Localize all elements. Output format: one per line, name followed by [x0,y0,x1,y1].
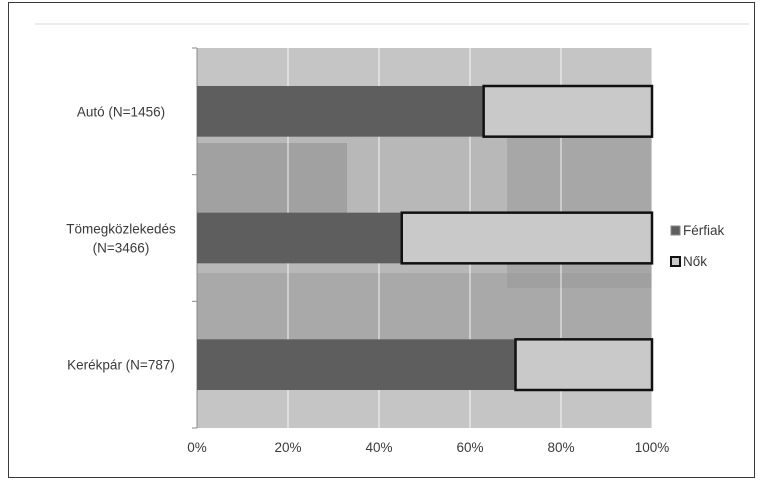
bar-nok [482,84,654,138]
legend-swatch-ferfiak [670,225,681,236]
x-tick-label: 80% [547,440,574,455]
x-tick-label: 20% [274,440,301,455]
x-tick-label: 100% [635,440,670,455]
bar-ferfiak [197,86,484,137]
bar-nok [514,338,654,392]
x-tick-labels: 0% 20% 40% 60% 80% 100% [187,440,669,455]
category-label: Autó (N=1456) [77,104,165,119]
bar-nok [400,211,654,265]
legend-swatch-nok [670,256,681,267]
bar-ferfiak [197,339,516,390]
bar-chart: Autó (N=1456) Tömegközlekedés (N=3466) Keré… [35,23,749,455]
category-label: Kerékpár (N=787) [67,358,175,373]
legend-label-nok: Nők [683,254,707,269]
legend-label-ferfiak: Férfiak [683,223,725,238]
bar-ferfiak [197,212,402,264]
category-labels: Autó (N=1456) Tömegközlekedés (N=3466) Keré… [66,104,176,372]
bars [197,84,654,392]
chart-frame: Autó (N=1456) Tömegközlekedés (N=3466) Keré… [8,2,755,478]
legend: Férfiak Nők [670,223,725,269]
category-label: Tömegközlekedés (N=3466) [66,222,176,256]
x-tick-label: 60% [456,440,483,455]
x-tick-label: 0% [187,440,207,455]
y-axis-ticks [192,47,197,429]
x-tick-label: 40% [365,440,392,455]
